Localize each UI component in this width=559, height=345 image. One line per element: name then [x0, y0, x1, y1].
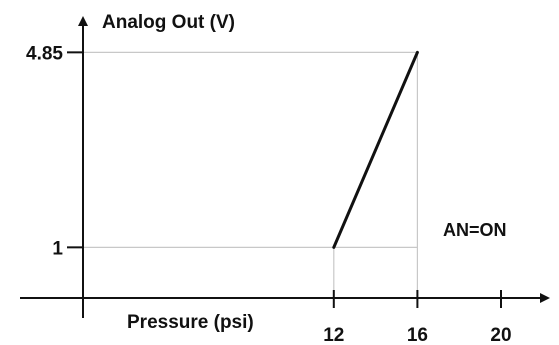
guide-lines: [83, 51, 418, 298]
y-axis-label: Analog Out (V): [102, 12, 235, 33]
axis-ticks: 1 4.85 12 16 20: [26, 43, 512, 345]
y-tick-label: 4.85: [26, 43, 63, 64]
y-tick-label: 1: [52, 238, 63, 259]
x-tick-label: 16: [407, 325, 428, 345]
series-line: [332, 50, 419, 249]
x-axis-label: Pressure (psi): [127, 312, 254, 333]
mode-annotation: AN=ON: [443, 220, 507, 240]
series-group: [332, 50, 419, 249]
x-tick-label: 20: [490, 325, 511, 345]
x-tick-label: 12: [323, 325, 344, 345]
